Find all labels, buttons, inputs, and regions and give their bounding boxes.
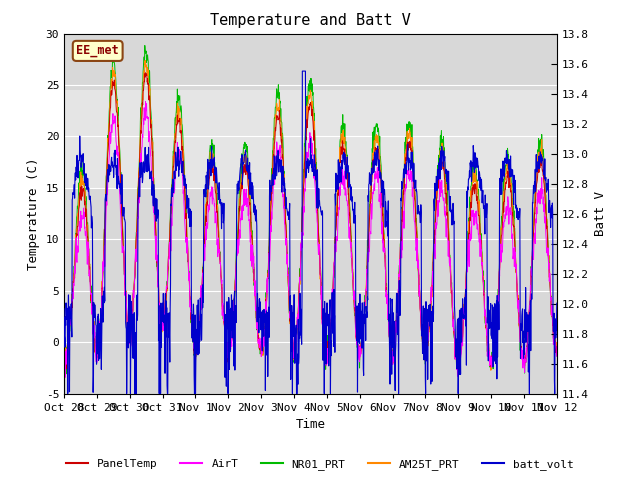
- Line: NR01_PRT: NR01_PRT: [64, 46, 557, 374]
- NR01_PRT: [553, 353, 561, 359]
- AM25T_PRT: [141, 58, 149, 63]
- Title: Temperature and Batt V: Temperature and Batt V: [210, 13, 411, 28]
- Y-axis label: Batt V: Batt V: [594, 191, 607, 236]
- Text: EE_met: EE_met: [76, 44, 119, 58]
- NR01_PRT: [387, 353, 395, 359]
- batt_volt: [495, 327, 503, 333]
- Line: PanelTemp: PanelTemp: [64, 73, 557, 369]
- NR01_PRT: [225, 343, 233, 348]
- Line: batt_volt: batt_volt: [64, 71, 557, 394]
- AirT: [60, 371, 68, 377]
- Line: AM25T_PRT: AM25T_PRT: [64, 60, 557, 373]
- AM25T_PRT: [60, 367, 68, 373]
- batt_volt: [452, 339, 460, 345]
- batt_volt: [387, 342, 395, 348]
- NR01_PRT: [141, 43, 148, 48]
- AirT: [225, 353, 233, 359]
- batt_volt: [158, 309, 166, 315]
- AM25T_PRT: [495, 275, 503, 280]
- PanelTemp: [495, 281, 503, 287]
- Legend: PanelTemp, AirT, NR01_PRT, AM25T_PRT, batt_volt: PanelTemp, AirT, NR01_PRT, AM25T_PRT, ba…: [61, 455, 579, 474]
- NR01_PRT: [159, 315, 166, 321]
- PanelTemp: [62, 366, 70, 372]
- PanelTemp: [141, 70, 149, 76]
- NR01_PRT: [60, 365, 68, 371]
- batt_volt: [64, 391, 72, 396]
- NR01_PRT: [452, 339, 460, 345]
- Bar: [64, 90, 557, 188]
- Y-axis label: Temperature (C): Temperature (C): [27, 157, 40, 270]
- PanelTemp: [553, 352, 561, 358]
- AirT: [141, 98, 149, 104]
- NR01_PRT: [170, 138, 178, 144]
- AirT: [61, 375, 69, 381]
- batt_volt: [553, 300, 561, 306]
- PanelTemp: [225, 342, 233, 348]
- NR01_PRT: [62, 371, 70, 377]
- batt_volt: [298, 68, 306, 74]
- PanelTemp: [452, 344, 460, 350]
- AM25T_PRT: [225, 341, 233, 347]
- AM25T_PRT: [61, 370, 69, 376]
- batt_volt: [170, 170, 178, 176]
- batt_volt: [60, 306, 68, 312]
- AM25T_PRT: [452, 349, 460, 355]
- AirT: [159, 308, 166, 314]
- PanelTemp: [60, 364, 68, 370]
- AM25T_PRT: [553, 350, 561, 356]
- PanelTemp: [159, 313, 166, 319]
- NR01_PRT: [495, 278, 503, 284]
- AM25T_PRT: [159, 314, 166, 320]
- PanelTemp: [170, 152, 178, 157]
- AirT: [495, 286, 503, 291]
- batt_volt: [225, 303, 233, 309]
- AirT: [387, 354, 395, 360]
- AM25T_PRT: [387, 349, 395, 355]
- X-axis label: Time: Time: [296, 418, 325, 431]
- AirT: [452, 336, 460, 342]
- AirT: [170, 180, 178, 186]
- AirT: [553, 353, 561, 359]
- PanelTemp: [387, 354, 395, 360]
- AM25T_PRT: [170, 146, 178, 152]
- Line: AirT: AirT: [64, 101, 557, 378]
